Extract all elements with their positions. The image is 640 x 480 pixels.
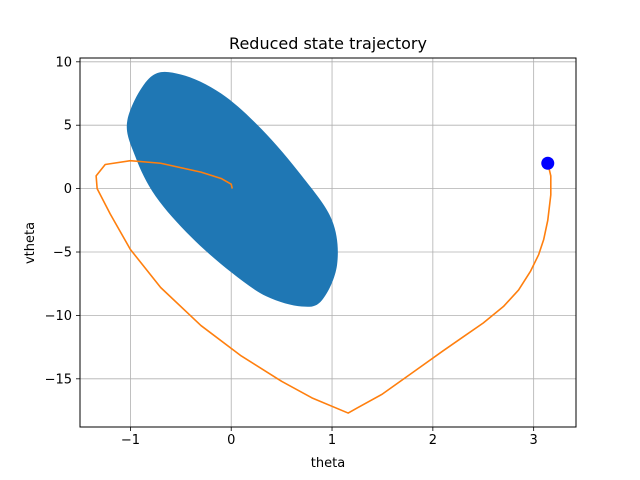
x-tick-label: −1 — [121, 433, 140, 448]
plot-frame — [79, 57, 577, 428]
y-axis-ticks: 10 5 0 −5 −10 −15 — [45, 55, 80, 387]
series-layer — [95, 159, 552, 414]
y-tick-label: −10 — [45, 309, 72, 324]
state-region — [126, 71, 338, 307]
x-tick-label: 2 — [429, 433, 437, 448]
trajectory-line — [95, 159, 552, 414]
y-tick-label: −5 — [53, 246, 72, 261]
x-tick-label: 0 — [227, 433, 235, 448]
y-tick-label: 5 — [64, 119, 72, 134]
y-axis-label: vtheta — [23, 222, 38, 264]
current-state-marker — [541, 156, 555, 170]
chart-title: Reduced state trajectory — [229, 34, 427, 53]
x-tick-label: 3 — [530, 433, 538, 448]
y-tick-label: 0 — [64, 182, 72, 197]
y-tick-label: 10 — [55, 55, 72, 70]
y-tick-label: −15 — [45, 372, 72, 387]
region-layer — [126, 71, 338, 307]
x-tick-label: 1 — [328, 433, 336, 448]
x-axis-label: theta — [311, 456, 345, 471]
marker-layer — [541, 156, 555, 170]
x-axis-ticks: −1 0 1 2 3 — [121, 427, 538, 448]
